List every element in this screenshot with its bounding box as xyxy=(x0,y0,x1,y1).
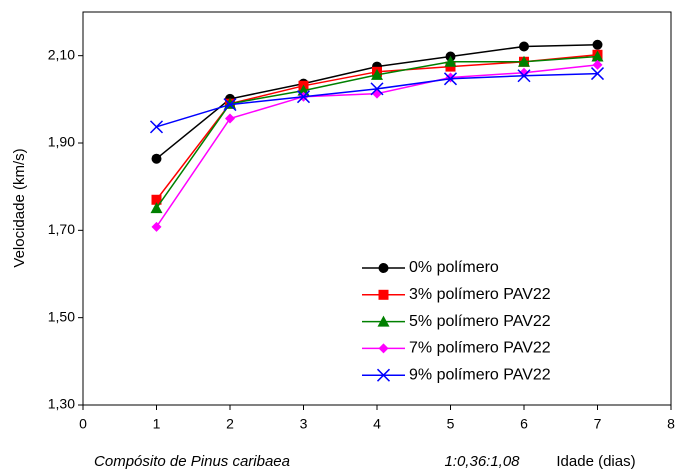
marker xyxy=(372,88,382,99)
y-tick-label: 1,30 xyxy=(48,396,75,412)
x-tick-label: 5 xyxy=(447,416,455,432)
annotation: Compósito de Pinus caribaea xyxy=(94,453,290,470)
x-tick-label: 4 xyxy=(373,416,381,432)
x-tick-label: 1 xyxy=(153,416,161,432)
x-axis-label: Idade (dias) xyxy=(556,453,635,470)
marker xyxy=(151,153,162,164)
marker xyxy=(150,202,163,214)
marker xyxy=(519,41,529,52)
legend-marker xyxy=(378,263,389,273)
legend-label: 5% polímero PAV22 xyxy=(409,313,551,330)
series-line xyxy=(156,72,598,128)
y-tick-label: 1,70 xyxy=(48,221,75,237)
marker xyxy=(151,221,162,232)
marker xyxy=(223,98,237,112)
annotation: 1:0,36:1,08 xyxy=(444,453,520,470)
marker xyxy=(296,90,311,104)
marker xyxy=(149,120,164,134)
marker xyxy=(444,55,457,67)
marker xyxy=(590,67,605,81)
legend-marker xyxy=(378,343,389,354)
x-tick-label: 2 xyxy=(226,416,234,432)
legend-label: 0% polímero xyxy=(409,259,499,276)
marker xyxy=(225,113,235,124)
marker xyxy=(518,55,530,67)
x-tick-label: 8 xyxy=(667,416,675,432)
legend-label: 7% polímero PAV22 xyxy=(409,340,551,357)
x-tick-label: 7 xyxy=(594,416,602,432)
legend-marker xyxy=(377,315,390,327)
y-tick-label: 1,90 xyxy=(48,134,75,150)
x-tick-label: 3 xyxy=(300,416,308,432)
x-tick-label: 6 xyxy=(520,416,528,432)
marker xyxy=(445,72,456,83)
marker xyxy=(591,50,604,62)
marker xyxy=(370,82,384,96)
marker xyxy=(371,68,383,80)
y-tick-label: 1,50 xyxy=(48,308,75,324)
marker xyxy=(592,39,603,50)
legend-marker xyxy=(376,368,391,382)
marker xyxy=(443,72,458,86)
legend-label: 3% polímero PAV22 xyxy=(409,286,551,303)
marker xyxy=(151,194,162,205)
marker xyxy=(592,59,603,70)
x-tick-label: 0 xyxy=(79,416,87,432)
y-tick-label: 2,10 xyxy=(48,46,75,62)
legend-marker xyxy=(378,289,389,300)
y-axis-label: Velocidade (km/s) xyxy=(11,148,28,267)
marker xyxy=(517,69,531,83)
legend-label: 9% polímero PAV22 xyxy=(409,366,551,383)
